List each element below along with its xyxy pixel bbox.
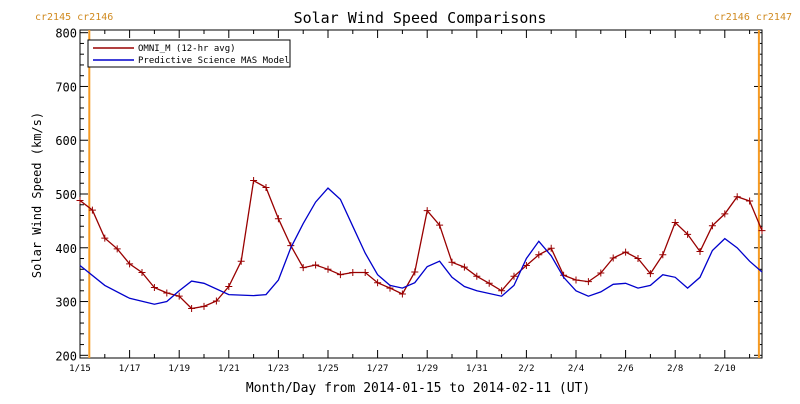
- x-axis-label: Month/Day from 2014-01-15 to 2014-02-11 …: [246, 381, 590, 396]
- data-point: [336, 271, 344, 279]
- data-point: [708, 222, 716, 230]
- carrington-label-right: cr2146 cr2147: [714, 12, 792, 23]
- data-point: [188, 305, 196, 313]
- legend-label-omni: OMNI_M (12-hr avg): [138, 44, 236, 54]
- data-point: [423, 207, 431, 215]
- legend-box: [87, 39, 291, 68]
- data-point: [113, 245, 121, 253]
- data-point: [126, 260, 134, 268]
- data-point: [200, 302, 208, 310]
- data-point: [659, 251, 667, 259]
- data-point: [522, 262, 530, 270]
- data-point: [349, 269, 357, 277]
- data-point: [485, 279, 493, 287]
- data-point: [572, 276, 580, 284]
- data-point: [250, 177, 258, 185]
- data-point: [163, 289, 171, 297]
- y-tick-label: 200: [55, 349, 77, 363]
- data-point: [299, 264, 307, 272]
- y-tick-label: 600: [55, 134, 77, 148]
- plot-frame: [79, 29, 763, 359]
- series-line: [79, 187, 763, 305]
- x-tick-label: 2/6: [617, 364, 633, 374]
- x-tick-label: 2/10: [714, 364, 736, 374]
- data-point: [634, 255, 642, 263]
- x-tick-label: 1/31: [466, 364, 488, 374]
- data-point: [212, 297, 220, 305]
- data-point: [460, 263, 468, 271]
- data-point: [535, 251, 543, 259]
- data-point: [696, 248, 704, 256]
- data-point: [584, 278, 592, 286]
- data-point: [746, 197, 754, 205]
- x-tick-label: 1/15: [69, 364, 91, 374]
- data-point: [361, 269, 369, 277]
- data-point: [324, 265, 332, 273]
- x-tick-label: 1/27: [367, 364, 389, 374]
- x-tick-label: 2/8: [667, 364, 683, 374]
- data-point: [150, 284, 158, 292]
- y-tick-label: 500: [55, 188, 77, 202]
- axes: 200 300 400 500 600 700 800 1/15 1/17 1/19 1/21 1/2…: [55, 27, 763, 374]
- series-layer: [76, 177, 766, 313]
- data-point: [101, 234, 109, 242]
- x-tick-label: 1/19: [168, 364, 190, 374]
- y-tick-label: 700: [55, 80, 77, 94]
- data-point: [175, 292, 183, 300]
- data-point: [671, 218, 679, 226]
- data-point: [684, 230, 692, 238]
- y-tick-label: 800: [55, 27, 77, 41]
- data-point: [225, 282, 233, 290]
- data-point: [510, 272, 518, 280]
- data-point: [733, 193, 741, 201]
- data-point: [597, 269, 605, 277]
- series-mas: [79, 187, 763, 305]
- data-point: [374, 279, 382, 287]
- y-tick-label: 300: [55, 296, 77, 310]
- data-point: [473, 272, 481, 280]
- series-omni: [76, 177, 766, 313]
- x-tick-label: 1/29: [416, 364, 438, 374]
- data-point: [237, 257, 245, 265]
- legend: OMNI_M (12-hr avg) Predictive Science MA…: [87, 39, 291, 68]
- data-point: [547, 244, 555, 252]
- x-tick-label: 1/21: [218, 364, 240, 374]
- data-point: [622, 248, 630, 256]
- data-point: [758, 227, 766, 235]
- series-line: [79, 179, 763, 310]
- x-tick-label: 1/25: [317, 364, 339, 374]
- data-point: [88, 206, 96, 214]
- data-point: [721, 210, 729, 218]
- data-point: [398, 290, 406, 298]
- y-tick-label: 400: [55, 242, 77, 256]
- data-point: [262, 184, 270, 192]
- data-point: [436, 221, 444, 229]
- data-point: [312, 261, 320, 269]
- x-tick-label: 2/2: [518, 364, 534, 374]
- carrington-label-left: cr2145 cr2146: [35, 12, 113, 23]
- x-tick-label: 1/17: [119, 364, 141, 374]
- chart-title: Solar Wind Speed Comparisons: [294, 9, 547, 27]
- data-point: [646, 270, 654, 278]
- x-tick-label: 1/23: [268, 364, 290, 374]
- data-point: [498, 287, 506, 295]
- legend-label-mas: Predictive Science MAS Model: [138, 56, 290, 66]
- x-tick-label: 2/4: [568, 364, 584, 374]
- data-point: [411, 268, 419, 276]
- data-point: [138, 269, 146, 277]
- data-point: [609, 254, 617, 262]
- data-point: [448, 258, 456, 266]
- y-axis-label: Solar Wind Speed (km/s): [30, 112, 44, 278]
- carrington-markers: [88, 30, 760, 358]
- data-point: [274, 215, 282, 223]
- data-point: [76, 196, 84, 204]
